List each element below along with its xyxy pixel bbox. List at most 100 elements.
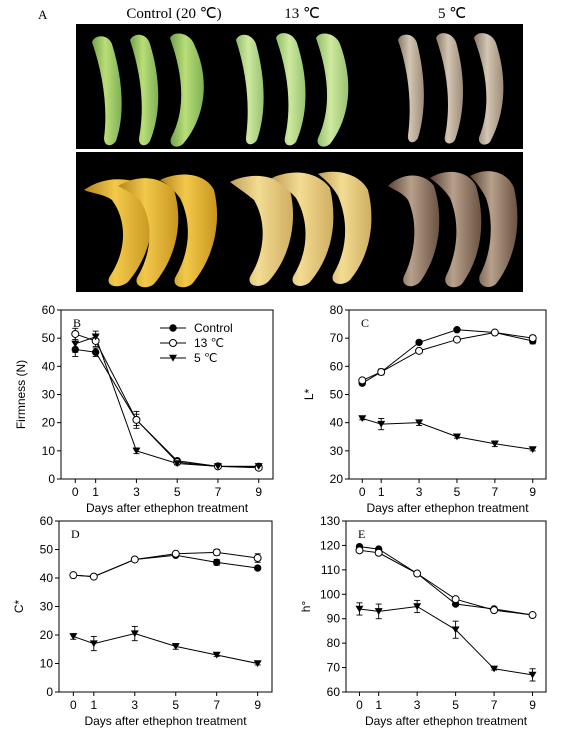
panel-b-point (91, 348, 100, 356)
panel-b-point (213, 463, 222, 470)
bananas-t7-control (84, 174, 218, 288)
panel-c-ytick-label: 70 (330, 331, 344, 345)
panel-c-point (490, 328, 499, 337)
panel-e-ytick-label: 120 (320, 538, 340, 552)
panel-b-xtick-label: 5 (174, 485, 181, 499)
bananas-t7-13c (230, 171, 372, 286)
panel-d-point (212, 548, 221, 557)
panel-e-ytick-label: 60 (327, 685, 341, 699)
panel-b-ytick-label: 0 (48, 472, 55, 486)
column-label-5c: 5 ℃ (438, 6, 466, 22)
panel-d-point (171, 549, 180, 558)
column-label-control: Control (20 ℃) (126, 6, 221, 22)
panel-d-point (213, 558, 221, 567)
panel-c-series-line (362, 329, 533, 384)
panel-d-xtick-label: 0 (70, 698, 77, 712)
panel-d-xtick-label: 3 (131, 698, 138, 712)
column-label-13c: 13 ℃ (284, 6, 320, 22)
panel-b-ytick-label: 10 (42, 444, 56, 458)
panel-e-point (413, 569, 422, 578)
panel-d-point (130, 555, 139, 564)
panel-d-point (89, 572, 98, 581)
panel-c-ylabel: L* (302, 388, 316, 400)
panel-e-ytick-label: 80 (327, 636, 341, 650)
panel-c-xtick-label: 5 (454, 485, 461, 499)
panel-b-ytick-label: 30 (42, 388, 56, 402)
panel-b-xlabel: Days after ethephon treatment (86, 501, 249, 515)
panel-e-series-line (359, 549, 533, 616)
panel-e-point (451, 626, 460, 634)
banana-photo-panel: A Control (20 ℃) 13 ℃ 5 ℃ T0 T7 (38, 6, 523, 292)
panel-d-ylabel: C* (12, 600, 26, 614)
bananas-t0-control (92, 33, 204, 147)
panel-e-point (490, 665, 499, 673)
panel-d-ytick-label: 20 (40, 628, 54, 642)
panel-e-point (528, 611, 537, 620)
bananas-t0-13c (236, 33, 349, 147)
panel-d-point (69, 633, 78, 641)
panel-e-ytick-label: 100 (320, 587, 340, 601)
panel-c-point (358, 415, 367, 423)
panel-label-a: A (38, 7, 48, 22)
panel-c-point (358, 376, 367, 385)
panel-b-xtick-label: 1 (92, 485, 99, 499)
panel-b-point (132, 447, 141, 455)
panel-c-label: C (361, 316, 369, 330)
panel-c-ytick-label: 40 (330, 416, 344, 430)
panel-e-ytick-label: 130 (320, 514, 340, 528)
panel-b-series-line (75, 348, 259, 467)
panel-b-point (254, 463, 263, 470)
panel-d-xtick-label: 1 (90, 698, 97, 712)
panel-c-point (452, 433, 461, 441)
panel-d-frame (58, 520, 273, 693)
panel-c-xlabel: Days after ethephon treatment (366, 501, 529, 515)
panel-b-label: B (73, 316, 81, 330)
panel-b-point (71, 329, 80, 338)
panel-d-point (253, 564, 262, 572)
panel-e-point (490, 606, 499, 615)
panel-c-ytick-label: 80 (330, 303, 344, 317)
panel-d-point (212, 651, 221, 659)
panel-e-point (374, 608, 383, 615)
panel-c-point (377, 367, 386, 376)
panel-b-ylabel: Firmness (N) (14, 360, 28, 429)
panel-d-ytick-label: 40 (40, 571, 54, 585)
panel-b-xtick-label: 3 (133, 485, 140, 499)
panel-b-series-line (75, 333, 259, 469)
row-label-t0: T0 (48, 131, 65, 147)
panel-c-point (453, 326, 461, 334)
panel-e-xtick-label: 5 (452, 698, 459, 712)
panel-b-legend-marker (169, 354, 177, 362)
panel-d-ytick-label: 60 (40, 514, 54, 528)
panel-e-point (528, 671, 537, 679)
panel-c-point (377, 420, 386, 428)
panel-b-legend-label: Control (194, 321, 233, 335)
panel-e-series-line (359, 605, 533, 676)
panel-c-series-line (362, 417, 533, 450)
panel-d-point (253, 660, 262, 668)
panel-e-xtick-label: 3 (414, 698, 421, 712)
panel-c-point (528, 334, 537, 343)
row-label-t7: T7 (48, 267, 65, 283)
panel-c-point (452, 335, 461, 344)
panel-b-point (91, 333, 100, 341)
panel-c-xtick-label: 9 (529, 485, 536, 499)
panel-e-point (355, 605, 364, 613)
panel-b-point (71, 340, 80, 348)
panel-e-xtick-label: 9 (529, 698, 536, 712)
panel-c-xtick-label: 1 (378, 485, 385, 499)
panel-b-legend-marker (169, 324, 177, 332)
panel-d-point (171, 643, 180, 650)
panel-e-xtick-label: 7 (491, 698, 498, 712)
panel-b-ytick-label: 60 (42, 303, 56, 317)
bananas-t7-5c (388, 171, 518, 288)
panel-d-ytick-label: 10 (40, 657, 54, 671)
panel-b-xtick-label: 0 (72, 485, 79, 499)
panel-c-point (415, 346, 424, 355)
panel-e-xtick-label: 1 (375, 698, 382, 712)
panel-e-point (374, 548, 383, 557)
panel-d-ytick-label: 0 (46, 685, 53, 699)
panel-e-ytick-label: 90 (327, 612, 341, 626)
panel-c-xtick-label: 3 (416, 485, 423, 499)
